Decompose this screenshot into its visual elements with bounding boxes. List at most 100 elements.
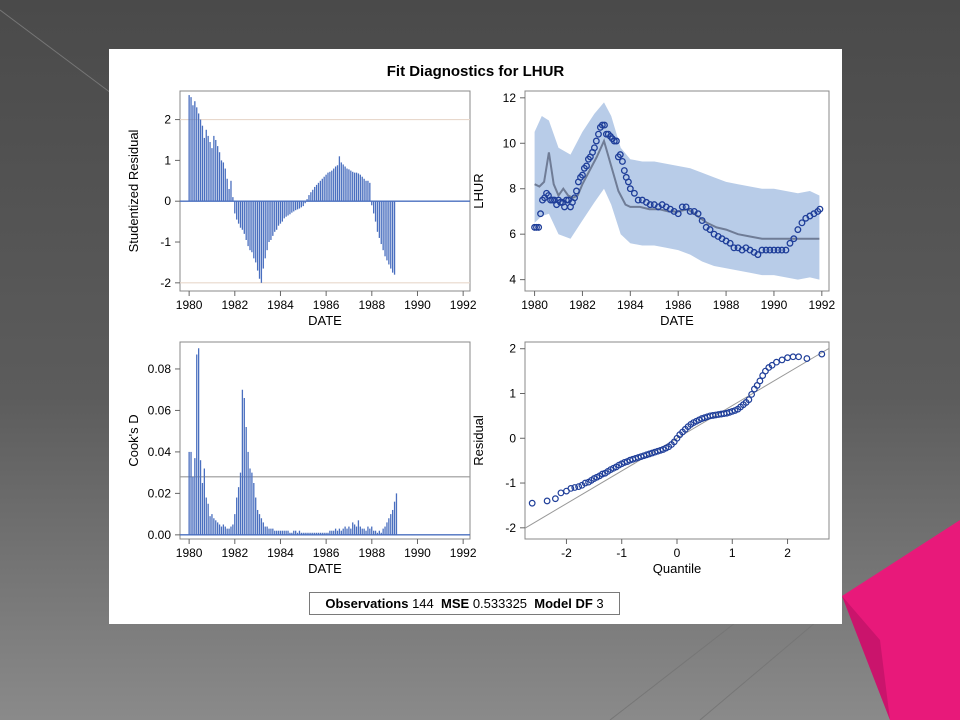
x-tick-label: -1 [616,546,627,560]
qq-point [773,358,780,366]
qq-point [778,356,786,364]
observed-point [601,121,608,129]
qq-point [575,483,583,491]
y-tick-label: 4 [509,273,516,287]
observed-point [612,137,620,145]
x-tick-label: 1986 [313,546,340,560]
qq-point [768,361,776,369]
qq-point [543,497,551,505]
observed-point [674,210,682,218]
observed-point [535,223,543,231]
y-tick-label: 6 [509,227,516,241]
qq-reference-line [524,347,830,529]
qq-point [818,350,826,358]
x-axis-label: DATE [308,313,342,328]
x-tick-label: 1982 [221,546,248,560]
y-axis-label: LHUR [471,173,486,208]
mse-value: 0.533325 [472,596,528,611]
observed-point [598,121,606,129]
y-tick-label: 0.02 [148,486,172,500]
observed-point [571,194,578,202]
observations-label: Observations [325,596,409,611]
x-tick-label: 1980 [521,298,548,312]
observed-point [573,187,580,195]
observed-point [816,205,824,213]
x-tick-label: 1990 [404,546,431,560]
y-tick-label: 8 [509,182,516,196]
x-tick-label: 0 [674,546,681,560]
fit-statistics-footer: Observations 144 MSE 0.533325 Model DF 3 [309,592,620,615]
x-tick-label: 1986 [665,298,692,312]
observed-point [630,189,638,197]
panel-title: Fit Diagnostics for LHUR [386,63,565,80]
observed-point [698,217,706,224]
observed-point [770,246,778,254]
x-tick-label: 1984 [267,298,294,312]
qq-point [784,354,791,362]
observed-point [766,246,774,254]
y-axis-label: Studentized Residual [126,129,141,252]
observed-point [726,239,734,247]
x-tick-label: 1980 [176,298,203,312]
y-tick-label: 2 [509,342,516,356]
observed-point [616,151,624,159]
qq-point [795,353,802,361]
x-tick-label: 1992 [450,546,477,560]
x-axis-label: DATE [660,313,694,328]
observed-point [758,246,766,254]
cooks-d-plot: 1980 1982 1984 1986 1988 1990 1992 0.00 0.02 0.04… [126,341,477,576]
observed-point [634,196,642,204]
pink-accent-shadow [842,596,890,720]
observations-value: 144 [412,596,434,611]
y-tick-label: 1 [164,153,171,167]
x-tick-label: 1988 [358,546,385,560]
y-axis-label: Residual [471,415,486,466]
y-tick-label: 0.08 [148,362,172,376]
x-tick-label: 1992 [450,298,477,312]
observed-point [678,203,686,211]
observed-point [774,246,782,254]
observed-point [578,171,586,179]
plot-frame [179,341,471,540]
qq-point [557,489,565,497]
observed-point [556,198,564,206]
x-tick-label: 1990 [761,298,788,312]
x-tick-label: 1988 [358,298,385,312]
y-tick-label: -2 [160,276,171,290]
y-tick-label: -2 [505,521,516,535]
observed-point [706,226,714,234]
observed-point [592,137,600,145]
plot-frame [524,90,830,292]
residual-qq-plot: -2 -1 0 1 2 -2 -1 0 1 2 Quantile Residual [471,341,830,576]
qq-point [528,499,536,507]
y-tick-label: 10 [503,136,517,150]
x-tick-label: 1988 [713,298,740,312]
observed-point [754,251,762,259]
qq-point [581,479,589,487]
plot-frame [179,90,471,292]
observed-point [646,201,654,209]
observed-point [786,239,794,247]
studentized-residual-plot: 1980 1982 1984 1986 1988 1990 1992 -2 -1 0 1 2 DATE S… [126,90,477,328]
qq-point [756,377,764,385]
observed-point [782,246,790,254]
predicted-line [534,138,820,240]
y-tick-label: 12 [503,91,517,105]
y-tick-label: -1 [160,235,171,249]
observed-point [620,167,628,174]
x-tick-label: 1990 [404,298,431,312]
x-tick-label: 1984 [267,546,294,560]
observed-point [595,130,602,138]
observed-point [790,235,798,243]
observed-point [624,178,632,186]
observed-point [798,219,806,227]
y-axis-label: Cook's D [126,414,141,466]
model-df-label: Model DF [534,596,593,611]
model-df-value: 3 [596,596,604,611]
qq-point [552,495,559,503]
observed-point [682,203,690,211]
x-axis-label: Quantile [653,561,701,576]
observed-point [730,244,738,252]
fit-diagnostics-panel: Fit Diagnostics for LHUR 1980 1982 1984 198… [109,49,842,624]
